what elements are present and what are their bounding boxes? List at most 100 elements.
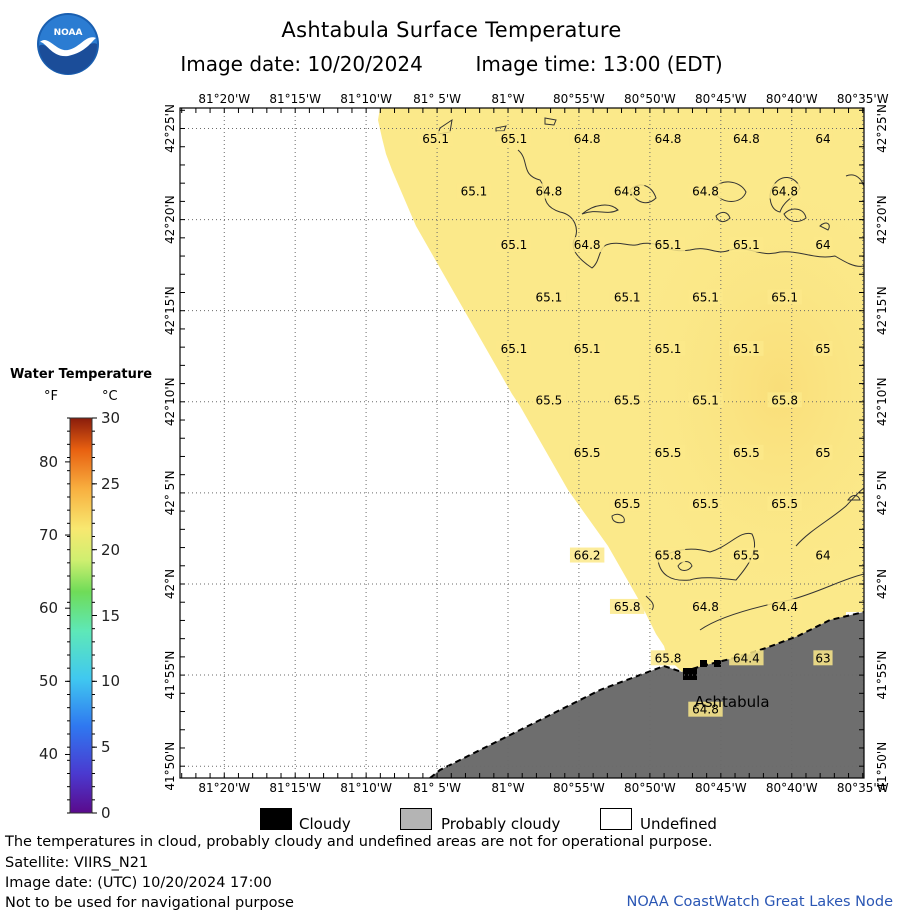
longitude-label-top: 80°40'W (766, 92, 818, 106)
temperature-label-bg (767, 183, 802, 199)
temperature-label: 64.4 (771, 600, 798, 614)
temperature-label: 65.8 (614, 600, 641, 614)
temperature-label: 64.4 (733, 651, 760, 665)
temperature-label: 64.8 (733, 132, 760, 146)
temperature-label-bg (569, 547, 605, 563)
legend-undefined-label: Undefined (640, 815, 717, 833)
longitude-label-top: 81°15'W (269, 92, 321, 106)
unit-celsius: °C (102, 389, 118, 404)
place-label-ashtabula: Ashtabula (694, 693, 769, 711)
longitude-label-bottom: 81°10'W (340, 781, 392, 795)
latitude-label-right: 42°20'N (875, 195, 889, 244)
temperature-label-bg (650, 340, 686, 356)
temperature-label-bg (650, 650, 686, 666)
fahrenheit-tick-label: 80 (39, 452, 59, 471)
longitude-label-bottom: 81°20'W (198, 781, 250, 795)
temperature-label: 64.8 (574, 132, 601, 146)
temperature-label-bg (609, 183, 645, 199)
temperature-label: 64.8 (535, 185, 562, 199)
temperature-label-bg (609, 392, 645, 408)
longitude-label-top: 81°W (491, 92, 524, 106)
longitude-label-bottom: 80°55'W (553, 781, 605, 795)
legend-cloudy-swatch (260, 808, 292, 830)
temperature-label: 65.5 (733, 446, 760, 460)
temperature-label: 64 (815, 549, 830, 563)
temperature-label-bg (531, 289, 567, 305)
temperature-label: 64.8 (771, 185, 798, 199)
temperature-label-bg (650, 444, 686, 460)
longitude-label-top: 80°45'W (695, 92, 747, 106)
celsius-tick-label: 15 (101, 606, 121, 625)
latitude-label-left: 42°15'N (163, 286, 177, 335)
unit-fahrenheit: °F (44, 389, 58, 404)
latitude-label-right: 41°55'N (875, 651, 889, 700)
temperature-label: 64.8 (692, 185, 719, 199)
image-time: Image time: 13:00 (EDT) (475, 52, 723, 76)
longitude-label-bottom: 81° 5'W (413, 781, 461, 795)
temperature-label-bg (813, 547, 833, 563)
image-date: Image date: 10/20/2024 (180, 52, 423, 76)
latitude-label-right: 42°15'N (875, 286, 889, 335)
latitude-label-right: 42°10'N (875, 377, 889, 426)
latitude-label-left: 42°N (163, 569, 177, 599)
temperature-label: 65.1 (655, 342, 682, 356)
temperature-label: 65 (815, 446, 830, 460)
noaa-logo-text: NOAA (54, 28, 83, 38)
latitude-label-right: 41°50'N (875, 742, 889, 791)
temperature-label-bg (650, 547, 686, 563)
temperature-label: 64.8 (614, 185, 641, 199)
temperature-label-bg (609, 598, 645, 614)
temperature-label-bg (688, 289, 723, 305)
longitude-label-top: 81°10'W (340, 92, 392, 106)
celsius-tick-label: 0 (101, 804, 111, 822)
temperature-label-bg (729, 131, 764, 147)
temperature-label-bg (569, 340, 605, 356)
temperature-label-bg (569, 444, 605, 460)
temperature-label-bg (813, 340, 833, 356)
legend-cloudy-label: Cloudy (299, 815, 351, 833)
temperature-label: 65.1 (614, 291, 641, 305)
credit-line: NOAA CoastWatch Great Lakes Node (626, 894, 893, 910)
temperature-label: 64 (815, 132, 830, 146)
temperature-label-bg (688, 392, 723, 408)
legend-probably-cloudy-swatch (400, 808, 432, 830)
temperature-label-bg (496, 340, 532, 356)
temperature-label-bg (609, 289, 645, 305)
temperature-label-bg (569, 237, 605, 253)
temperature-label-bg (650, 237, 686, 253)
temperature-label: 65.5 (771, 497, 798, 511)
temperature-label: 65.1 (501, 132, 528, 146)
temperature-label: 65.8 (771, 393, 798, 407)
temperature-label-bg (456, 183, 492, 199)
temperature-label-bg (688, 183, 723, 199)
temperature-label-bg (531, 392, 567, 408)
disclaimer-line: The temperatures in cloud, probably clou… (5, 834, 713, 850)
longitude-label-top: 80°55'W (553, 92, 605, 106)
temperature-label-bg (496, 237, 532, 253)
temperature-label: 63 (815, 651, 830, 665)
latitude-label-left: 41°50'N (163, 742, 177, 791)
temperature-label-bg (650, 131, 686, 147)
celsius-tick-label: 5 (101, 738, 111, 757)
navigation-warning: Not to be used for navigational purpose (5, 895, 294, 911)
temperature-label-bg (813, 131, 833, 147)
temperature-label: 65 (815, 342, 830, 356)
longitude-label-bottom: 80°35'W (837, 781, 889, 795)
fahrenheit-tick-label: 60 (39, 599, 59, 618)
fahrenheit-tick-label: 70 (39, 526, 59, 545)
temperature-label: 65.5 (655, 446, 682, 460)
colorbar-title: Water Temperature (10, 367, 153, 382)
temperature-label-bg (729, 340, 764, 356)
temperature-label: 65.1 (733, 238, 760, 252)
temperature-label: 64.8 (655, 132, 682, 146)
temperature-label-bg (531, 183, 567, 199)
temperature-label-bg (729, 547, 764, 563)
latitude-label-left: 42°25'N (163, 104, 177, 153)
longitude-label-top: 81°20'W (198, 92, 250, 106)
latitude-label-left: 41°55'N (163, 651, 177, 700)
temperature-label-bg (688, 701, 723, 717)
temperature-label: 65.1 (422, 132, 449, 146)
temperature-label: 65.1 (692, 393, 719, 407)
latitude-label-right: 42°25'N (875, 104, 889, 153)
